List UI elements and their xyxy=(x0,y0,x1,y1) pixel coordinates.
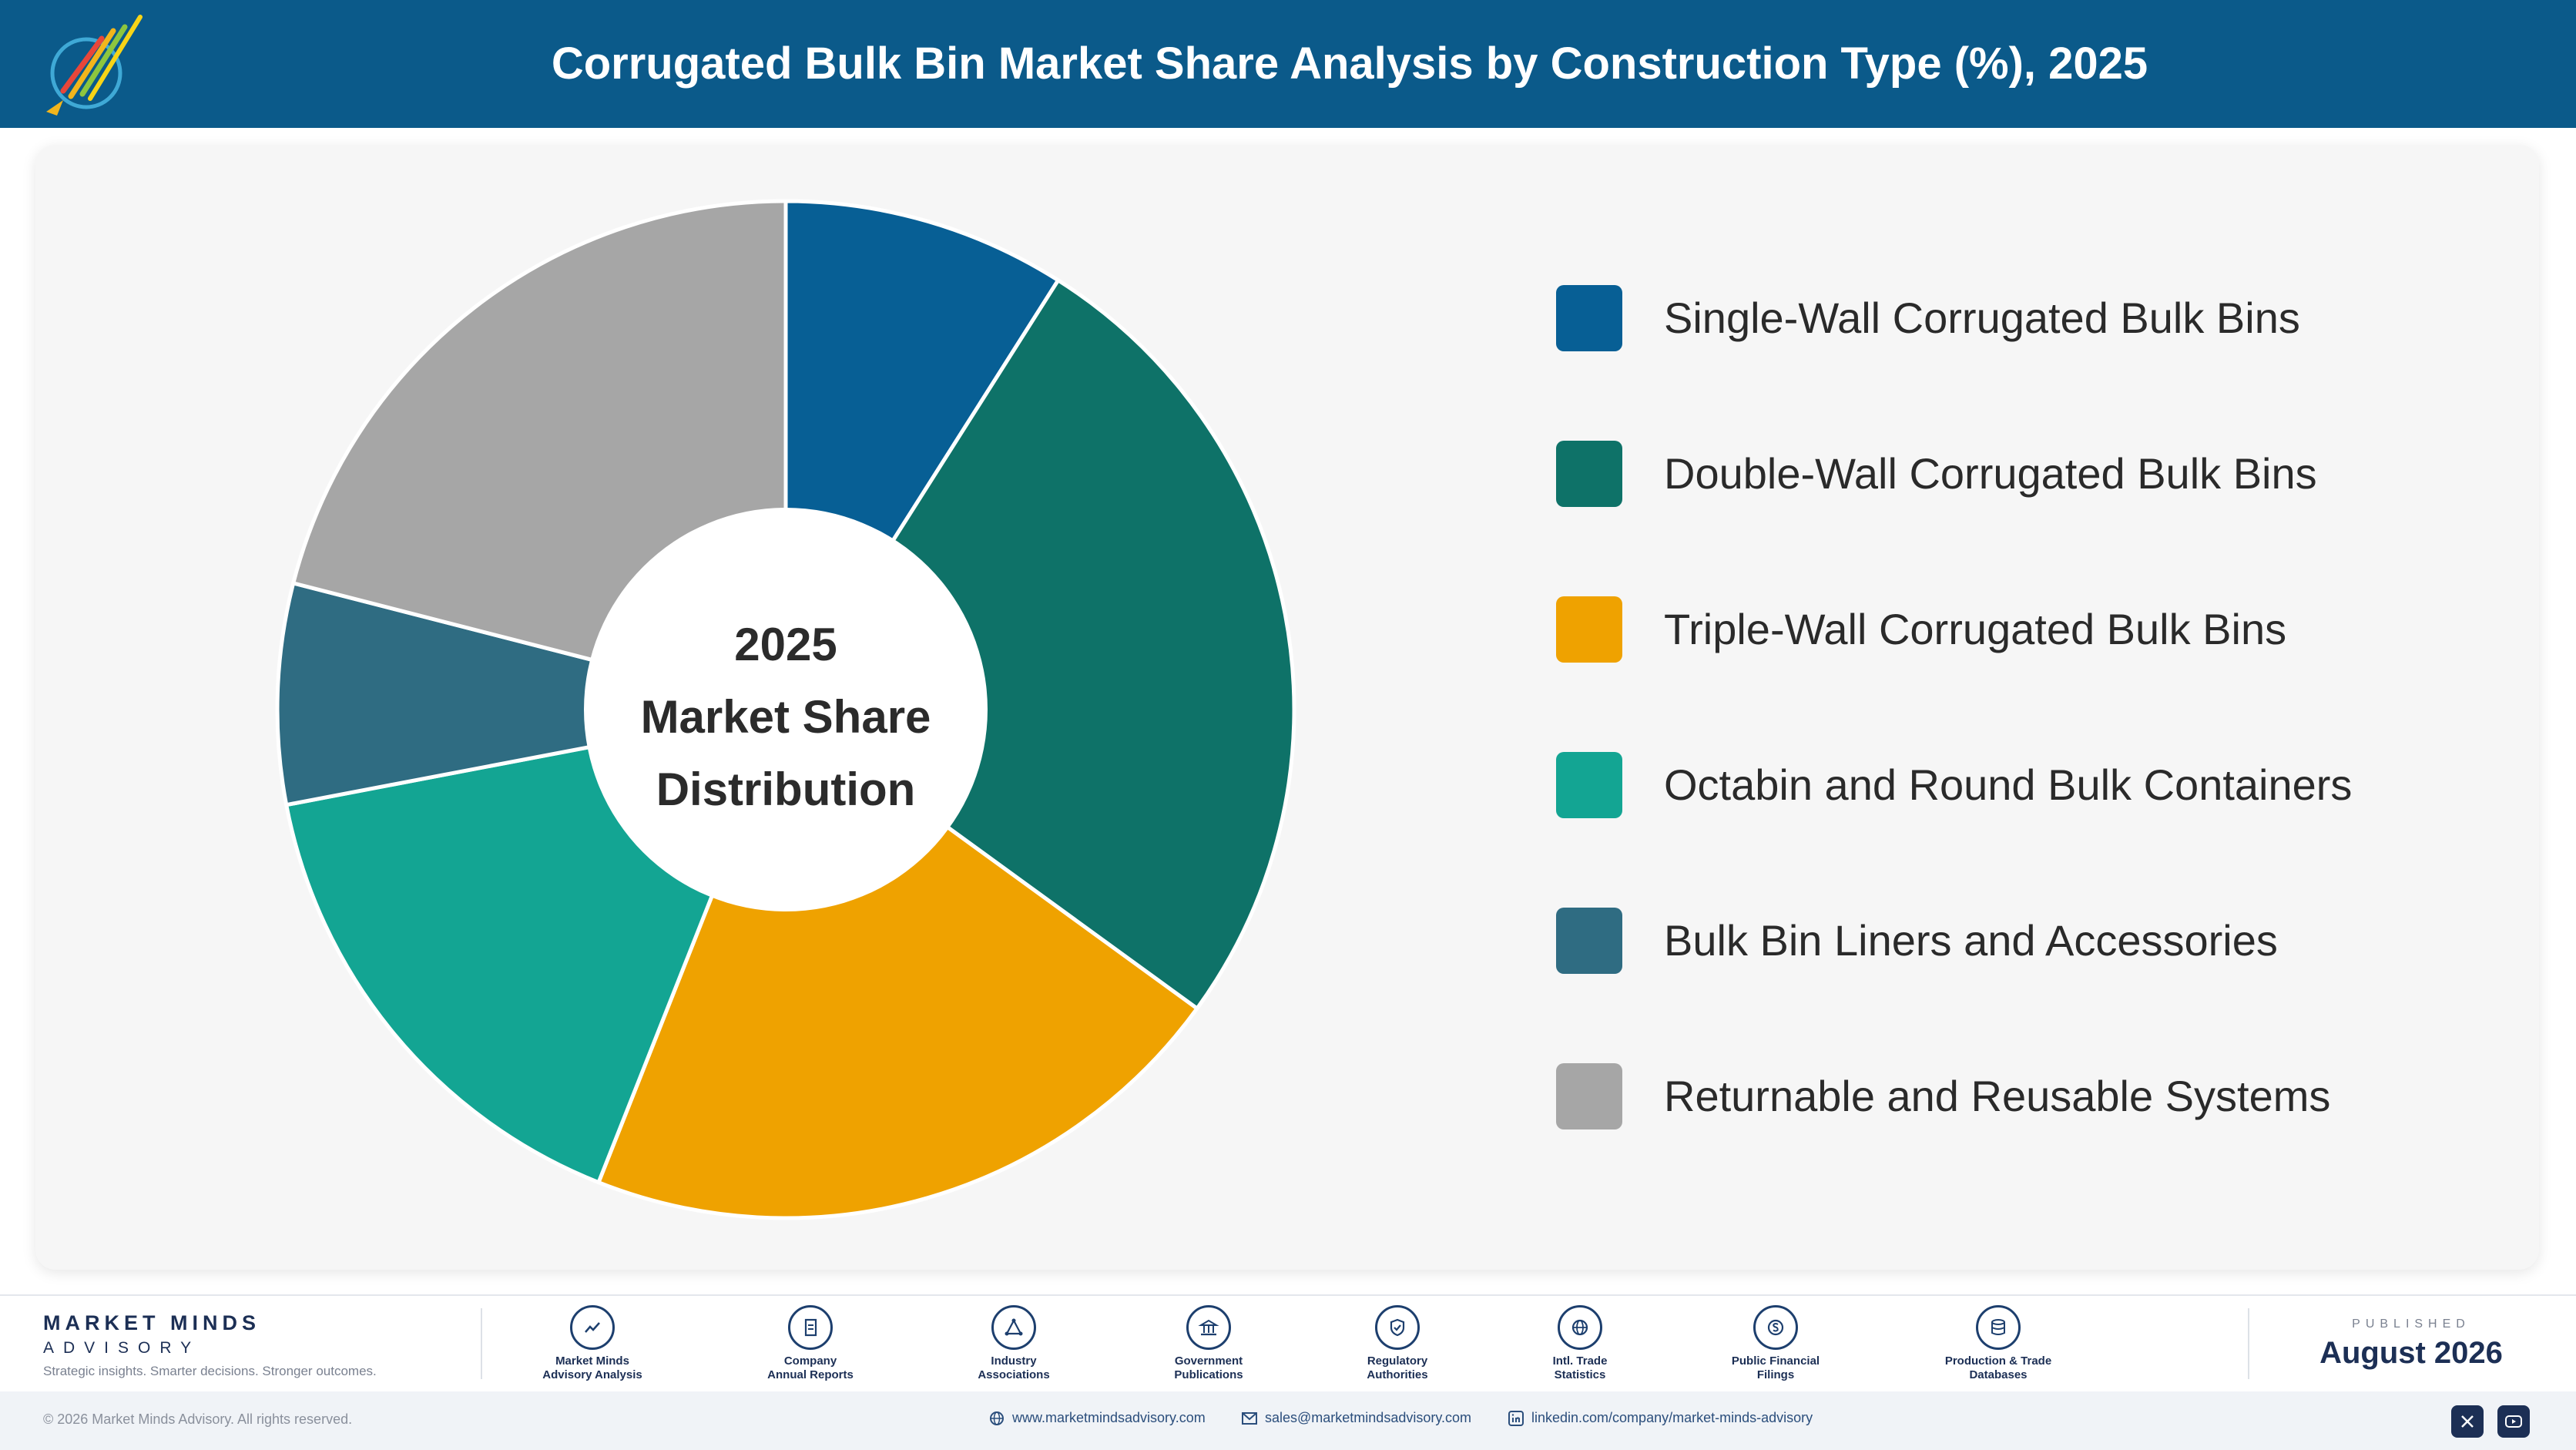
youtube-social-button[interactable] xyxy=(2497,1405,2530,1438)
source-label-line2: Annual Reports xyxy=(767,1368,854,1381)
legend-swatch xyxy=(1556,1063,1622,1129)
source-label-line1: Production & Trade xyxy=(1944,1354,2052,1368)
chart-line-icon xyxy=(570,1305,615,1350)
bottom-bar: © 2026 Market Minds Advisory. All rights… xyxy=(0,1391,2576,1450)
source-label-line1: Public Financial xyxy=(1731,1354,1820,1368)
brand-tagline: Strategic insights. Smarter decisions. S… xyxy=(43,1364,377,1378)
legend-item: Octabin and Round Bulk Containers xyxy=(1556,752,2480,908)
source-label: Public Financial Filings xyxy=(1699,1354,1853,1382)
globe-icon xyxy=(1558,1305,1602,1350)
source-item: Market Minds Advisory Analysis xyxy=(515,1305,669,1382)
legend-item: Single-Wall Corrugated Bulk Bins xyxy=(1556,285,2480,441)
email-link[interactable]: sales@marketmindsadvisory.com xyxy=(1242,1410,1471,1426)
legend-label: Bulk Bin Liners and Accessories xyxy=(1664,916,2278,965)
source-label-line1: Market Minds xyxy=(555,1354,629,1368)
source-item: Public Financial Filings xyxy=(1699,1305,1853,1382)
linkedin-link[interactable]: linkedin.com/company/market-minds-adviso… xyxy=(1508,1410,1813,1426)
legend-label: Double-Wall Corrugated Bulk Bins xyxy=(1664,449,2317,498)
legend-swatch xyxy=(1556,441,1622,507)
company-logo-icon xyxy=(46,15,143,116)
shield-check-icon xyxy=(1375,1305,1420,1350)
brand-name: MARKET MINDS xyxy=(43,1311,260,1334)
footer: MARKET MINDS ADVISORY Strategic insights… xyxy=(0,1294,2576,1390)
center-label-line2: Market Share xyxy=(640,691,931,743)
source-label-line1: Intl. Trade xyxy=(1552,1354,1608,1368)
page-title: Corrugated Bulk Bin Market Share Analysi… xyxy=(551,39,2148,89)
source-label-line2: Publications xyxy=(1174,1368,1243,1381)
source-item: Production & Trade Databases xyxy=(1921,1305,2075,1382)
source-label: Government Publications xyxy=(1132,1354,1286,1382)
mail-icon xyxy=(1242,1411,1257,1425)
source-label-line2: Associations xyxy=(978,1368,1050,1381)
legend-label: Triple-Wall Corrugated Bulk Bins xyxy=(1664,605,2287,653)
source-label: Regulatory Authorities xyxy=(1320,1354,1474,1382)
donut-chart xyxy=(275,201,1296,1218)
legend-swatch xyxy=(1556,908,1622,974)
x-social-button[interactable] xyxy=(2451,1405,2484,1438)
x-icon xyxy=(2461,1415,2474,1428)
pie-slice-2 xyxy=(783,277,1296,1012)
legend-label: Single-Wall Corrugated Bulk Bins xyxy=(1664,294,2300,342)
legend-item: Returnable and Reusable Systems xyxy=(1556,1063,2480,1219)
source-label-line2: Databases xyxy=(1969,1368,2028,1381)
source-item: Industry Associations xyxy=(937,1305,1091,1382)
legend-item: Bulk Bin Liners and Accessories xyxy=(1556,908,2480,1063)
legend-swatch xyxy=(1556,752,1622,818)
chart-legend: Single-Wall Corrugated Bulk Bins Double-W… xyxy=(1556,285,2480,1219)
source-label: Intl. Trade Statistics xyxy=(1503,1354,1657,1382)
copyright-text: © 2026 Market Minds Advisory. All rights… xyxy=(43,1411,353,1427)
youtube-icon xyxy=(2505,1415,2522,1428)
government-building-icon xyxy=(1186,1305,1231,1350)
legend-label: Returnable and Reusable Systems xyxy=(1664,1072,2331,1120)
published-date: August 2026 xyxy=(2319,1336,2503,1370)
source-item: Intl. Trade Statistics xyxy=(1503,1305,1657,1382)
network-icon xyxy=(991,1305,1036,1350)
legend-label: Octabin and Round Bulk Containers xyxy=(1664,760,2353,809)
website-text: www.marketmindsadvisory.com xyxy=(1012,1410,1206,1425)
linkedin-text: linkedin.com/company/market-minds-adviso… xyxy=(1531,1410,1813,1425)
source-label-line2: Authorities xyxy=(1367,1368,1428,1381)
source-label-line2: Statistics xyxy=(1554,1368,1606,1381)
published-label: PUBLISHED xyxy=(2352,1317,2470,1331)
dollar-coin-icon xyxy=(1753,1305,1798,1350)
source-label-line2: Advisory Analysis xyxy=(542,1368,642,1381)
legend-item: Triple-Wall Corrugated Bulk Bins xyxy=(1556,596,2480,752)
source-label: Company Annual Reports xyxy=(733,1354,887,1382)
source-label: Market Minds Advisory Analysis xyxy=(515,1354,669,1382)
footer-divider xyxy=(481,1308,482,1379)
source-label-line1: Industry xyxy=(991,1354,1037,1368)
source-item: Government Publications xyxy=(1132,1305,1286,1382)
legend-swatch xyxy=(1556,596,1622,663)
brand-sub: ADVISORY xyxy=(43,1339,201,1357)
footer-divider xyxy=(2248,1308,2249,1379)
donut-hole xyxy=(584,508,988,911)
website-link[interactable]: www.marketmindsadvisory.com xyxy=(989,1410,1206,1426)
header-bar: Corrugated Bulk Bin Market Share Analysi… xyxy=(0,0,2576,128)
donut-center-label: 2025 Market Share Distribution xyxy=(585,609,986,826)
document-icon xyxy=(788,1305,833,1350)
globe-icon xyxy=(990,1411,1004,1425)
source-label: Production & Trade Databases xyxy=(1921,1354,2075,1382)
pie-slice-5 xyxy=(275,580,787,807)
linkedin-icon xyxy=(1508,1410,1524,1426)
legend-swatch xyxy=(1556,285,1622,351)
source-label-line2: Filings xyxy=(1756,1368,1795,1381)
source-label: Industry Associations xyxy=(937,1354,1091,1382)
source-label-line1: Company xyxy=(783,1354,837,1368)
email-text: sales@marketmindsadvisory.com xyxy=(1265,1410,1472,1425)
center-label-line3: Distribution xyxy=(656,764,916,815)
source-item: Company Annual Reports xyxy=(733,1305,887,1382)
legend-item: Double-Wall Corrugated Bulk Bins xyxy=(1556,441,2480,596)
center-label-year: 2025 xyxy=(734,619,837,670)
source-item: Regulatory Authorities xyxy=(1320,1305,1474,1382)
source-label-line1: Government xyxy=(1174,1354,1243,1368)
source-label-line1: Regulatory xyxy=(1367,1354,1428,1368)
database-icon xyxy=(1976,1305,2021,1350)
